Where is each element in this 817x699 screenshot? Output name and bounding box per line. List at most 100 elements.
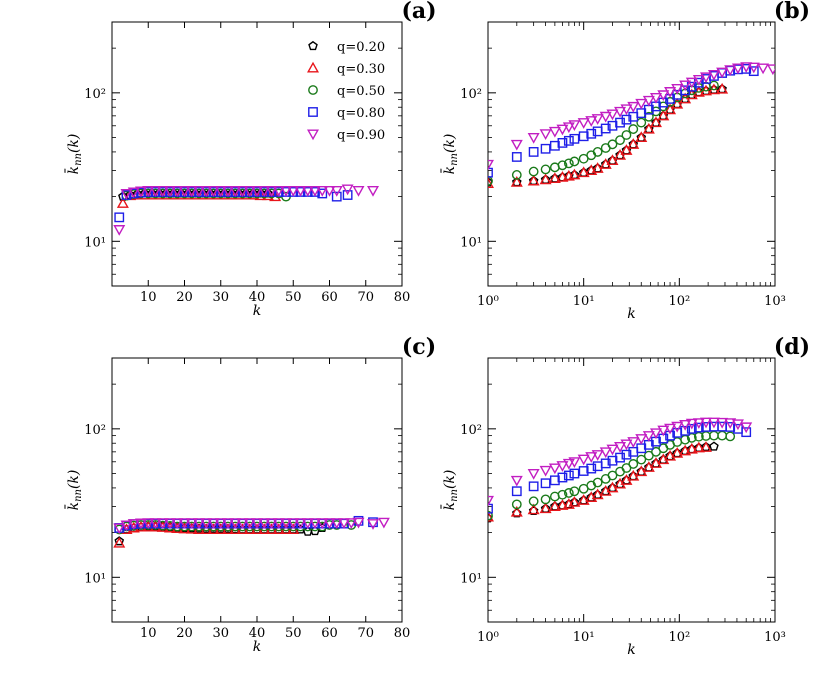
data-point [229,185,242,197]
panel-a: 10¹ 10² 10 20 30 40 50 60 70 80 k k̄nn(k) (a) [64,0,437,319]
data-point [569,486,580,497]
data-point [548,463,561,475]
data-point [251,185,263,197]
data-point [164,185,176,197]
data-point [725,431,736,442]
data-point [272,523,285,534]
data-point [251,523,263,534]
data-point [222,185,234,197]
data-point [586,128,597,139]
data-point [113,536,126,548]
data-point [309,518,321,530]
data-point [548,172,561,183]
data-point [539,173,552,185]
data-point [606,444,619,456]
legend-label: q=0.50 [337,84,385,99]
data-point [236,523,249,534]
data-point [488,177,493,187]
data-point [599,447,612,459]
data-point [651,106,661,117]
data-point [620,104,633,116]
data-point [488,503,493,514]
data-point [377,517,390,529]
data-point [156,518,169,530]
x-tick-label: 60 [321,290,338,305]
data-point [709,441,719,451]
data-point [614,106,627,118]
y-tick-label: 10² [460,87,482,102]
data-point [258,518,271,530]
x-tick-label: 20 [176,626,193,641]
panel-label: (d) [774,334,810,360]
data-point [563,158,574,169]
data-point [189,188,202,200]
data-point [149,185,162,197]
data-point [636,454,647,465]
legend-marker [308,85,318,95]
data-point [174,188,187,200]
data-point [243,518,256,530]
data-point [562,458,575,470]
data-point [528,166,539,177]
data-point [316,518,329,530]
data-point [330,185,343,197]
data-point [114,536,125,546]
data-point [488,177,494,189]
data-point [717,430,728,441]
data-point [628,124,639,134]
data-point [568,168,581,180]
data-point [214,518,227,530]
data-point [716,417,729,429]
data-point [635,434,648,445]
data-point [685,77,698,89]
data-point [635,131,648,143]
data-point [287,523,300,534]
data-point [488,159,494,171]
data-point [606,154,619,166]
data-point [556,499,569,510]
y-tick-label: 10¹ [460,571,482,586]
data-point [731,419,744,431]
data-point [620,144,633,155]
data-point [563,135,574,146]
x-tick-label: 10¹ [573,294,595,309]
data-point [211,188,224,200]
panel-label: (a) [401,0,436,24]
data-point [171,185,184,197]
data-point [649,116,662,128]
panel-label: (c) [402,334,436,360]
data-point [280,185,292,197]
data-point [724,65,737,77]
data-point [671,446,684,458]
data-point [261,189,274,201]
x-tick-label: 10¹ [573,630,595,645]
x-tick-label: 80 [394,290,411,305]
data-point [127,519,140,530]
data-point [600,123,611,134]
data-point [236,518,249,530]
data-point [549,475,560,486]
data-point [649,428,662,440]
data-markers [488,417,753,523]
data-point [287,185,300,197]
data-point [200,523,213,534]
data-point [265,518,278,530]
data-point [748,66,759,77]
legend-label: q=0.80 [337,106,385,121]
data-point [636,117,647,128]
data-point [766,64,775,76]
x-tick-label: 10³ [764,294,786,309]
data-point [649,93,662,104]
data-point [599,111,612,123]
data-point [511,170,522,180]
data-point [258,523,271,534]
data-point [740,62,753,73]
data-point [540,164,551,175]
data-point [243,185,256,197]
data-point [556,171,569,182]
data-point [214,523,227,534]
data-point [207,523,220,534]
legend: q=0.20 q=0.30 q=0.50 q=0.80 q=0.90 [307,40,385,143]
data-point [263,188,273,198]
